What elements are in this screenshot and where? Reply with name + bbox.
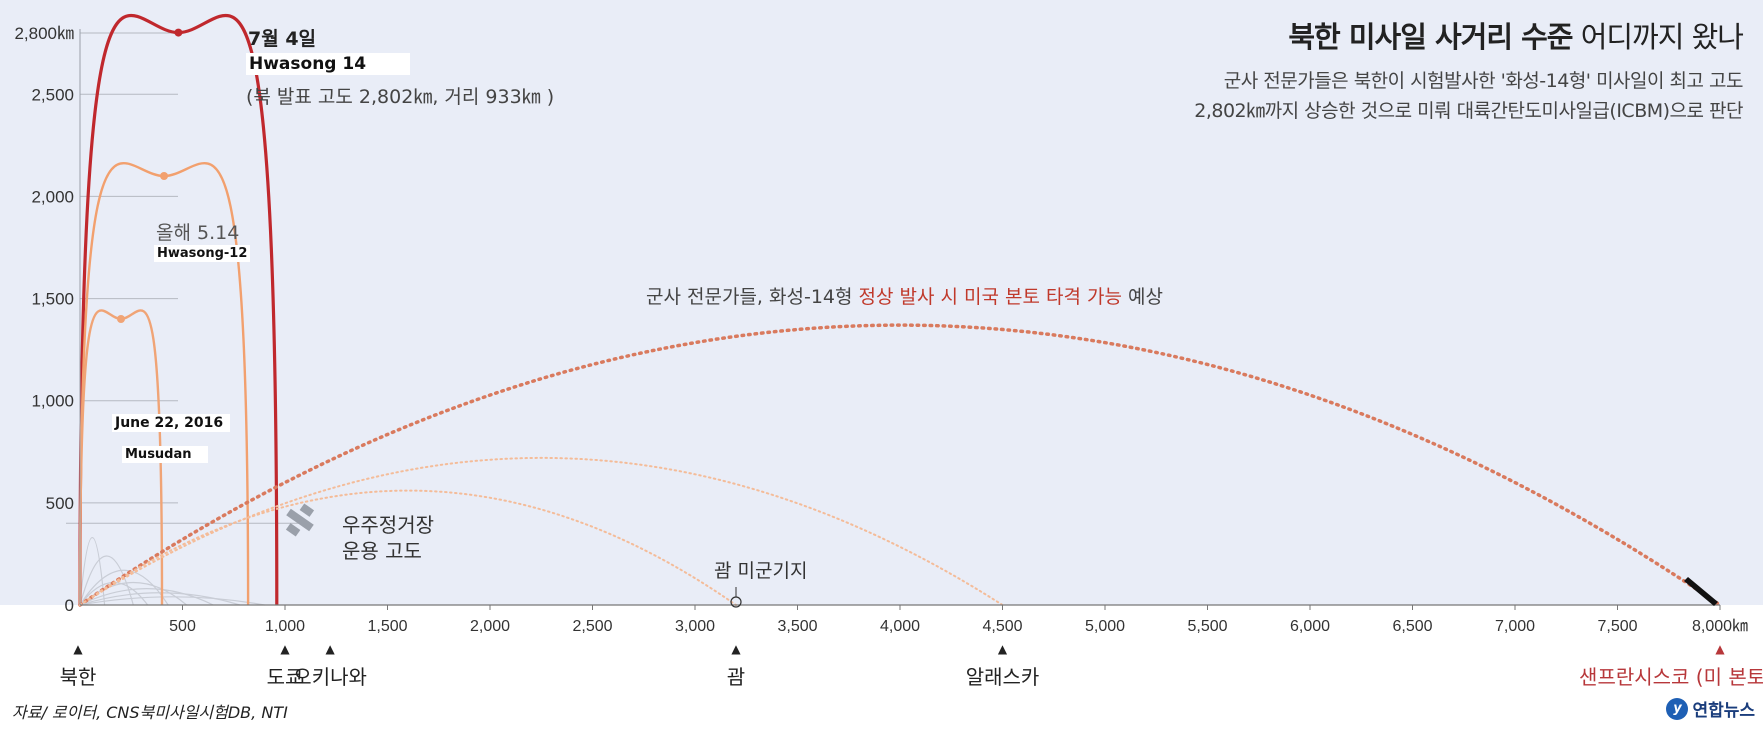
apogee-marker xyxy=(174,28,183,37)
apogee-marker xyxy=(160,172,169,180)
location-arrow-icon: ▲ xyxy=(280,642,290,656)
musudan-label: Musudan xyxy=(122,446,208,463)
x-tick-label: 6,000 xyxy=(1290,618,1330,635)
hwasong14-detail: (북 발표 고도 2,802㎞, 거리 933㎞ ) xyxy=(246,86,555,108)
x-tick-label: 3,000 xyxy=(675,618,715,635)
x-tick-label: 8,000㎞ xyxy=(1692,618,1748,635)
warhead-icon xyxy=(1684,577,1718,606)
page-title: 북한 미사일 사거리 수준 어디까지 왔나 xyxy=(1194,14,1744,56)
title-rest: 어디까지 왔나 xyxy=(1580,20,1744,54)
musudan-date: June 22, 2016 xyxy=(112,414,230,432)
older-test-arc xyxy=(79,555,134,606)
projected-range-arc xyxy=(79,457,1004,606)
location-arrow-icon: ▲ xyxy=(73,642,83,656)
forecast-suffix: 예상 xyxy=(1122,286,1163,308)
logo-icon: y xyxy=(1666,697,1689,720)
publisher-logo: y 연합뉴스 xyxy=(1666,696,1755,721)
space-station-line-2: 운용 고도 xyxy=(342,539,422,563)
projected-range-arc xyxy=(79,489,737,606)
older-test-arc xyxy=(79,596,265,606)
forecast-highlight: 정상 발사 시 미국 본토 타격 가능 xyxy=(858,286,1122,308)
plot-background xyxy=(0,0,1763,605)
y-tick-label: 1,500 xyxy=(31,290,74,309)
location-label: 괌 xyxy=(726,665,746,689)
x-tick-label: 5,500 xyxy=(1187,618,1227,635)
x-tick-label: 4,000 xyxy=(880,618,920,635)
location-arrow-icon: ▲ xyxy=(325,642,335,656)
location-arrow-icon: ▲ xyxy=(997,642,1008,656)
x-tick-label: 7,500 xyxy=(1597,618,1637,635)
space-station-icon xyxy=(285,503,315,537)
forecast-label: 군사 전문가들, 화성-14형 정상 발사 시 미국 본토 타격 가능 예상 xyxy=(646,282,1163,309)
location-arrow-icon: ▲ xyxy=(1715,642,1725,656)
location-label: 도쿄 xyxy=(266,665,304,689)
location-label: 알래스카 xyxy=(965,665,1040,689)
older-test-arc xyxy=(79,592,241,606)
title-block: 북한 미사일 사거리 수준 어디까지 왔나 군사 전문가들은 북한이 시험발사한… xyxy=(1194,14,1744,126)
x-tick-label: 4,500 xyxy=(982,618,1022,635)
x-tick-label: 3,500 xyxy=(777,618,817,635)
location-arrow-icon: ▲ xyxy=(731,642,741,656)
older-test-arc xyxy=(79,588,214,606)
subtitle-line-1: 군사 전문가들은 북한이 시험발사한 '화성-14형' 미사일이 최고 고도 xyxy=(1223,70,1744,92)
x-tick-label: 1,000 xyxy=(265,618,305,635)
hwasong14-label: Hwasong 14 xyxy=(246,53,410,75)
forecast-prefix: 군사 전문가들, 화성-14형 xyxy=(646,286,859,308)
older-test-arc xyxy=(79,536,106,606)
y-tick-label: 2,000 xyxy=(31,187,74,206)
y-tick-label: 0 xyxy=(65,596,74,615)
x-tick-label: 500 xyxy=(169,618,196,635)
x-tick-label: 1,500 xyxy=(367,618,407,635)
guam-base-icon xyxy=(730,596,742,608)
hwasong14-date: 7월 4일 xyxy=(248,28,317,50)
older-test-arcs xyxy=(79,536,265,606)
title-bold: 북한 미사일 사거리 수준 xyxy=(1288,20,1573,54)
decorations xyxy=(285,503,1718,608)
hwasong12-date: 올해 5.14 xyxy=(156,222,240,244)
location-label: 오키나와 xyxy=(293,665,367,689)
x-tick-label: 2,500 xyxy=(572,618,612,635)
location-label: 북한 xyxy=(59,665,97,689)
y-tick-label: 2,800㎞ xyxy=(14,24,74,43)
space-station-label: 우주정거장 운용 고도 xyxy=(342,512,434,564)
hwasong12-label: Hwasong-12 xyxy=(154,245,251,262)
subtitle-line-2: 2,802㎞까지 상승한 것으로 미뤄 대륙간탄도미사일급(ICBM)으로 판단 xyxy=(1194,100,1743,122)
axes: 0 500 1,000 1,500 2,000 2,500 2,800㎞ 500 1,000 1,… xyxy=(14,24,1748,635)
location-label: 샌프란시스코 (미 본토) xyxy=(1579,665,1763,689)
y-tick-label: 1,000 xyxy=(31,392,74,411)
y-tick-label: 2,500 xyxy=(31,85,74,104)
guam-base-label: 괌 미군기지 xyxy=(714,560,808,582)
x-tick-label: 5,000 xyxy=(1085,618,1125,635)
x-tick-label: 7,000 xyxy=(1495,618,1535,635)
grid-lines xyxy=(66,32,300,524)
subtitle: 군사 전문가들은 북한이 시험발사한 '화성-14형' 미사일이 최고 고도 2… xyxy=(1194,66,1743,126)
x-tick-label: 2,000 xyxy=(470,618,510,635)
logo-text: 연합뉴스 xyxy=(1692,701,1755,721)
older-test-arc xyxy=(79,569,169,606)
y-tick-label: 500 xyxy=(46,494,74,513)
x-tick-label: 6,500 xyxy=(1392,618,1432,635)
apogee-marker xyxy=(117,315,125,323)
projected-icbm-trajectory xyxy=(78,323,1722,607)
source-note: 자료/ 로이터, CNS북미사일시험DB, NTI xyxy=(12,703,288,722)
space-station-line-1: 우주정거장 xyxy=(342,513,434,537)
